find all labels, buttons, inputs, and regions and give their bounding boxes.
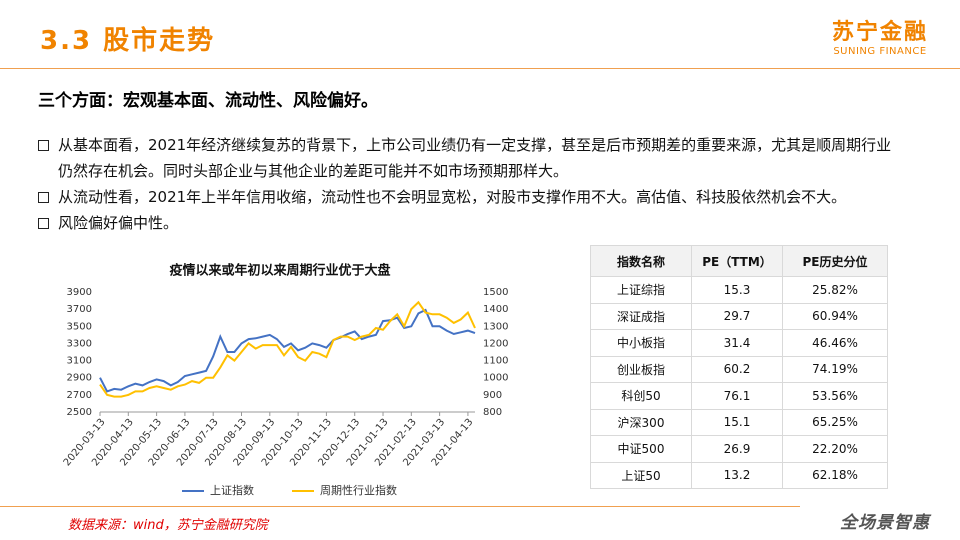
logo: 苏宁金融 SUNING FINANCE	[832, 14, 928, 57]
line-series	[99, 300, 476, 398]
divider	[0, 68, 960, 69]
table-cell: 74.19%	[782, 355, 888, 383]
table-row: 沪深300 15.1 65.25%	[590, 408, 888, 436]
legend-label: 周期性行业指数	[320, 483, 397, 497]
source-note: 数据来源：wind，苏宁金融研究院	[68, 518, 268, 533]
table-cell: 76.1	[691, 382, 783, 410]
table-cell: 65.25%	[782, 408, 888, 436]
bullet: 从流动性看，2021年上半年信用收缩，流动性也不会明显宽松，对股市支撑作用不大。…	[36, 184, 896, 210]
line-series	[99, 308, 476, 393]
table-header: 指数名称 PE（TTM） PE历史分位	[590, 245, 888, 277]
table-cell: 15.3	[691, 276, 783, 304]
table-cell: 60.94%	[782, 302, 888, 330]
table-cell: 沪深300	[590, 408, 692, 436]
table-row: 中小板指 31.4 46.46%	[590, 329, 888, 357]
table-cell: 上证综指	[590, 276, 692, 304]
table-cell: 科创50	[590, 382, 692, 410]
table-row: 上证综指 15.3 25.82%	[590, 276, 888, 304]
logo-subtext: SUNING FINANCE	[833, 46, 927, 57]
slogan: 全场景智惠	[840, 513, 930, 533]
y2-tick-label: 1000	[483, 373, 508, 384]
table-cell: 创业板指	[590, 355, 692, 383]
table-cell: 53.56%	[782, 382, 888, 410]
y-tick-label: 2900	[67, 373, 92, 384]
table-cell: 29.7	[691, 302, 783, 330]
table-row: 深证成指 29.7 60.94%	[590, 302, 888, 330]
table-cell: 22.20%	[782, 435, 888, 463]
y2-tick-label: 1100	[483, 356, 508, 367]
table-cell: 31.4	[691, 329, 783, 357]
table-cell: 13.2	[691, 461, 783, 489]
y-tick-label: 2700	[67, 390, 92, 401]
table-row: 中证500 26.9 22.20%	[590, 435, 888, 463]
table-cell: 26.9	[691, 435, 783, 463]
slide-title: 3.3 股市走势	[40, 26, 216, 56]
divider	[0, 506, 800, 507]
bullet: 风险偏好偏中性。	[36, 210, 896, 236]
y-tick-label: 3500	[67, 321, 92, 332]
y-tick-label: 3700	[67, 304, 92, 315]
y2-tick-label: 1200	[483, 338, 508, 349]
table-row: 科创50 76.1 53.56%	[590, 382, 888, 410]
y2-tick-label: 1400	[483, 304, 508, 315]
table-cell: 15.1	[691, 408, 783, 436]
table-cell: 中证500	[590, 435, 692, 463]
pe-table: 指数名称 PE（TTM） PE历史分位 上证综指 15.3 25.82% 深证成指 29.7 6…	[590, 245, 888, 489]
table-row: 上证50 13.2 62.18%	[590, 461, 888, 489]
table-cell: 深证成指	[590, 302, 692, 330]
y2-tick-label: 1300	[483, 321, 508, 332]
header-cell: PE历史分位	[782, 245, 888, 277]
legend-label: 上证指数	[210, 483, 254, 497]
table-cell: 25.82%	[782, 276, 888, 304]
header-cell: PE（TTM）	[691, 245, 783, 277]
y-tick-label: 2500	[67, 407, 92, 418]
y2-tick-label: 800	[483, 407, 502, 418]
logo-text: 苏宁金融	[831, 20, 928, 45]
table-cell: 62.18%	[782, 461, 888, 489]
table-cell: 60.2	[691, 355, 783, 383]
y-tick-label: 3300	[67, 338, 92, 349]
bullet: 从基本面看，2021年经济继续复苏的背景下，上市公司业绩仍有一定支撑，甚至是后市…	[36, 132, 896, 184]
y-tick-label: 3100	[67, 356, 92, 367]
header-cell: 指数名称	[590, 245, 692, 277]
table-row: 创业板指 60.2 74.19%	[590, 355, 888, 383]
table-cell: 中小板指	[590, 329, 692, 357]
chart-title: 疫情以来或年初以来周期行业优于大盘	[169, 263, 390, 279]
y2-tick-label: 1500	[483, 287, 508, 298]
y2-tick-label: 900	[483, 390, 502, 401]
subtitle: 三个方面：宏观基本面、流动性、风险偏好。	[38, 91, 378, 111]
y-tick-label: 3900	[67, 287, 92, 298]
bullet-list: 从基本面看，2021年经济继续复苏的背景下，上市公司业绩仍有一定支撑，甚至是后市…	[36, 132, 896, 236]
table-cell: 上证50	[590, 461, 692, 489]
table-cell: 46.46%	[782, 329, 888, 357]
